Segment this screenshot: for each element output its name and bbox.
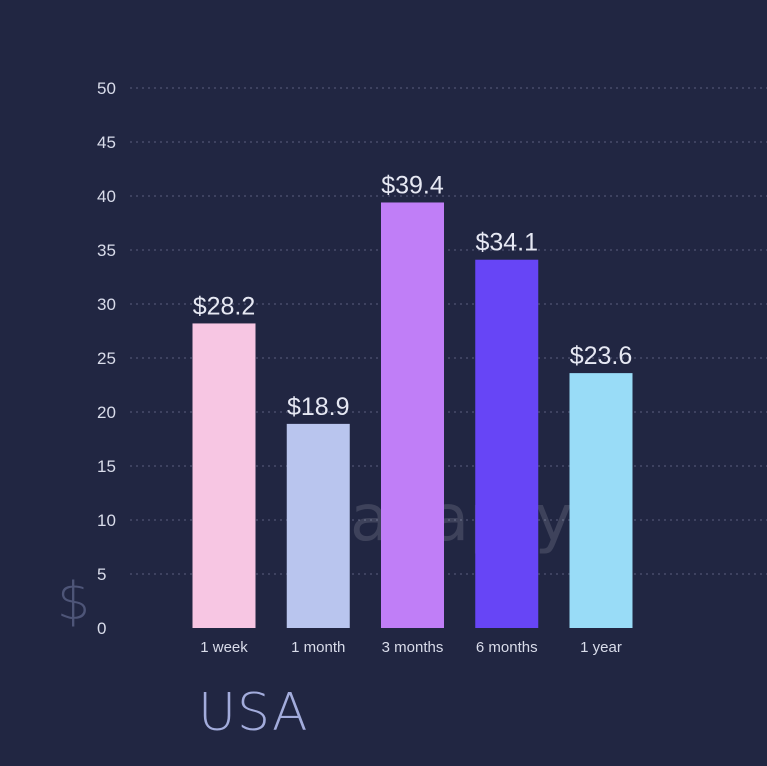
y-tick-label: 0 — [97, 619, 106, 638]
region-label: USA — [198, 683, 309, 743]
x-tick-label: 3 months — [382, 639, 444, 656]
x-tick-label: 1 week — [200, 639, 248, 656]
value-labels: $28.2 $18.9 $39.4 $34.1 $23.6 — [193, 171, 633, 420]
x-tick-label: 1 month — [291, 639, 345, 656]
bar — [381, 202, 444, 629]
bar — [569, 373, 633, 628]
bar — [192, 323, 256, 628]
y-tick-label: 35 — [97, 241, 116, 260]
bars — [192, 202, 633, 629]
y-tick-label: 20 — [97, 403, 116, 422]
y-tick-label: 40 — [97, 187, 116, 206]
value-label: $23.6 — [570, 342, 633, 370]
y-tick-label: 5 — [97, 565, 106, 584]
x-tick-label: 1 year — [580, 639, 622, 656]
x-tick-label: 6 months — [476, 639, 538, 656]
y-tick-label: 15 — [97, 457, 116, 476]
value-label: $39.4 — [381, 171, 444, 199]
y-tick-label: 45 — [97, 133, 116, 152]
x-axis: 1 week 1 month 3 months 6 months 1 year — [200, 639, 622, 656]
value-label: $28.2 — [193, 292, 256, 320]
bar — [286, 423, 350, 628]
value-label: $18.9 — [287, 393, 350, 421]
y-tick-label: 25 — [97, 349, 116, 368]
y-tick-label: 10 — [97, 511, 116, 530]
y-tick-label: 50 — [97, 79, 116, 98]
gridlines — [130, 87, 767, 575]
bar — [475, 259, 539, 628]
y-tick-label: 30 — [97, 295, 116, 314]
y-axis: 0 5 10 15 20 25 30 35 40 45 50 — [97, 79, 116, 638]
value-label: $34.1 — [475, 229, 538, 257]
currency-symbol: $ — [57, 572, 91, 632]
